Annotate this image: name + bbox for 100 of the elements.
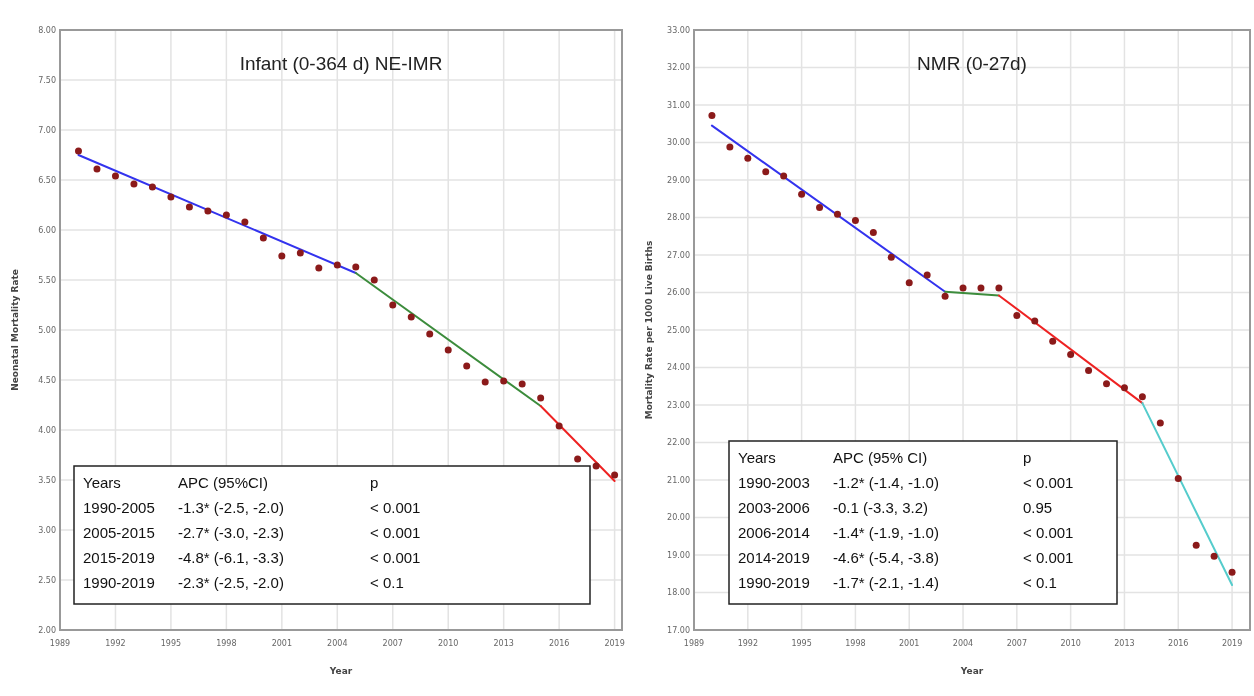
x-tick-label: 2013 xyxy=(1114,639,1135,648)
point xyxy=(204,207,212,215)
y-axis-title: Mortality Rate per 1000 Live Births xyxy=(644,240,654,420)
point xyxy=(1120,384,1128,392)
x-tick-label: 2001 xyxy=(271,639,293,648)
point xyxy=(1174,475,1182,482)
point xyxy=(352,263,360,271)
point xyxy=(500,377,508,385)
x-tick-label: 2001 xyxy=(899,639,920,648)
x-tick-label: 1989 xyxy=(49,639,71,648)
x-tick-label: 1998 xyxy=(845,639,866,648)
x-tick-label: 2010 xyxy=(1060,639,1081,648)
x-tick-label: 1995 xyxy=(160,639,182,648)
point xyxy=(744,154,752,162)
annotation: -2.3* (-2.5, -2.0) xyxy=(178,574,284,591)
y-tick-label: 7.50 xyxy=(38,75,56,85)
point xyxy=(959,284,967,292)
point xyxy=(148,183,156,191)
point xyxy=(315,264,323,272)
y-tick-label: 25.00 xyxy=(667,325,690,335)
x-tick-label: 2016 xyxy=(548,639,570,648)
x-tick-label: 1998 xyxy=(216,639,237,648)
y-tick-label: 6.50 xyxy=(38,175,56,185)
y-tick-label: 28.00 xyxy=(667,213,690,223)
annotation: -0.1 (-3.3, 3.2) xyxy=(833,499,929,516)
point xyxy=(592,462,600,470)
point xyxy=(389,301,397,309)
point xyxy=(426,330,434,338)
y-tick-label: 22.00 xyxy=(667,438,690,448)
y-tick-label: 21.00 xyxy=(667,475,690,485)
annotation: 2014-2019 xyxy=(738,549,810,566)
annotation: < 0.001 xyxy=(370,549,421,566)
y-tick-label: 8.00 xyxy=(38,25,56,35)
y-tick-label: 29.00 xyxy=(667,175,690,185)
x-axis-title: Year xyxy=(959,666,984,676)
annotation: p xyxy=(1023,449,1032,466)
x-tick-label: 1992 xyxy=(105,639,126,648)
y-tick-label: 30.00 xyxy=(667,138,690,148)
y-tick-label: 26.00 xyxy=(667,288,690,298)
point xyxy=(111,172,119,180)
x-tick-label: 2004 xyxy=(327,639,348,648)
y-tick-label: 20.00 xyxy=(667,513,690,523)
point xyxy=(869,229,877,236)
y-tick-label: 18.00 xyxy=(667,588,690,598)
point xyxy=(995,284,1003,292)
point xyxy=(555,422,563,430)
point xyxy=(296,249,304,257)
point xyxy=(816,203,824,211)
annotation: < 0.1 xyxy=(1023,574,1057,591)
annotation: p xyxy=(370,474,379,491)
point xyxy=(222,211,230,219)
x-tick-label: 2013 xyxy=(493,639,514,648)
x-tick-label: 2016 xyxy=(1168,639,1189,648)
annotation: -1.7* (-2.1, -1.4) xyxy=(833,574,939,591)
annotation: < 0.001 xyxy=(1023,549,1074,566)
point xyxy=(1031,317,1039,325)
annotation: -1.4* (-1.9, -1.0) xyxy=(833,524,939,541)
y-tick-label: 31.00 xyxy=(667,100,690,110)
point xyxy=(1228,568,1236,576)
annotation: < 0.001 xyxy=(370,499,421,516)
y-tick-label: 7.00 xyxy=(38,125,56,135)
point xyxy=(481,378,489,386)
annotation: 1990-2005 xyxy=(83,499,155,516)
point xyxy=(574,455,582,463)
point xyxy=(780,172,788,180)
y-tick-label: 2.50 xyxy=(38,575,56,585)
y-tick-label: 32.00 xyxy=(667,63,690,73)
x-axis-title: Year xyxy=(328,666,353,676)
point xyxy=(167,193,175,201)
y-tick-label: 4.50 xyxy=(38,375,56,385)
annotation: 2006-2014 xyxy=(738,524,810,541)
point xyxy=(833,210,841,218)
text: Infant (0-364 d) NE-IMR xyxy=(239,53,443,74)
annotation: Years xyxy=(738,449,776,466)
annotation: -1.2* (-1.4, -1.0) xyxy=(833,474,939,491)
annotation: 2005-2015 xyxy=(83,524,155,541)
annotation: < 0.001 xyxy=(1023,474,1074,491)
point xyxy=(407,313,415,321)
y-tick-label: 4.00 xyxy=(38,425,56,435)
point xyxy=(463,362,471,370)
annotation: 1990-2019 xyxy=(738,574,810,591)
annotation: < 0.001 xyxy=(1023,524,1074,541)
point xyxy=(726,143,734,151)
y-tick-label: 6.00 xyxy=(38,225,56,235)
y-tick-label: 24.00 xyxy=(667,363,690,373)
point xyxy=(93,165,101,173)
x-tick-label: 1995 xyxy=(791,639,812,648)
point xyxy=(1156,419,1164,427)
y-tick-label: 33.00 xyxy=(667,25,690,35)
point xyxy=(923,271,931,279)
point xyxy=(370,276,378,284)
annotation: 2015-2019 xyxy=(83,549,155,566)
y-tick-label: 3.50 xyxy=(38,475,56,485)
point xyxy=(798,190,806,198)
annotation: < 0.1 xyxy=(370,574,404,591)
point xyxy=(278,252,286,260)
y-tick-label: 19.00 xyxy=(667,550,690,560)
y-tick-label: 17.00 xyxy=(667,625,690,635)
point xyxy=(1085,367,1093,374)
point xyxy=(708,112,716,119)
